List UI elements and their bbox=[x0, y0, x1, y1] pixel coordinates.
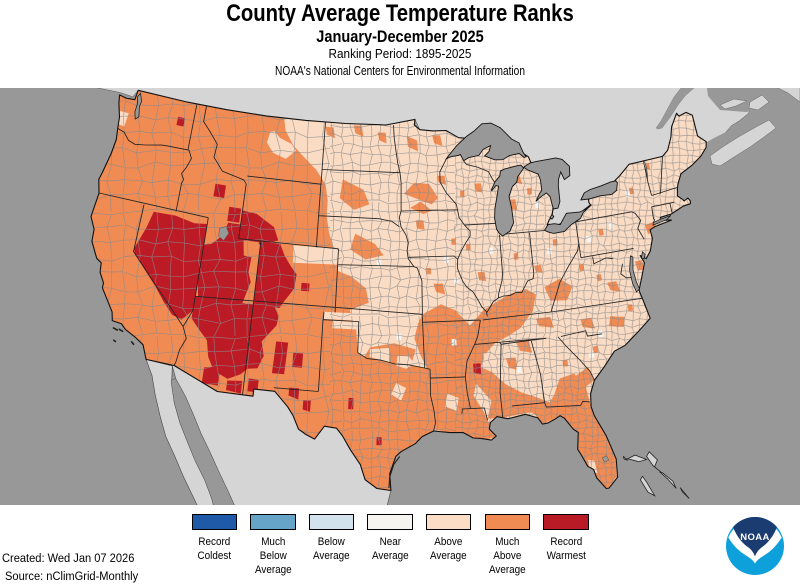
svg-text:NOAA: NOAA bbox=[740, 532, 770, 543]
